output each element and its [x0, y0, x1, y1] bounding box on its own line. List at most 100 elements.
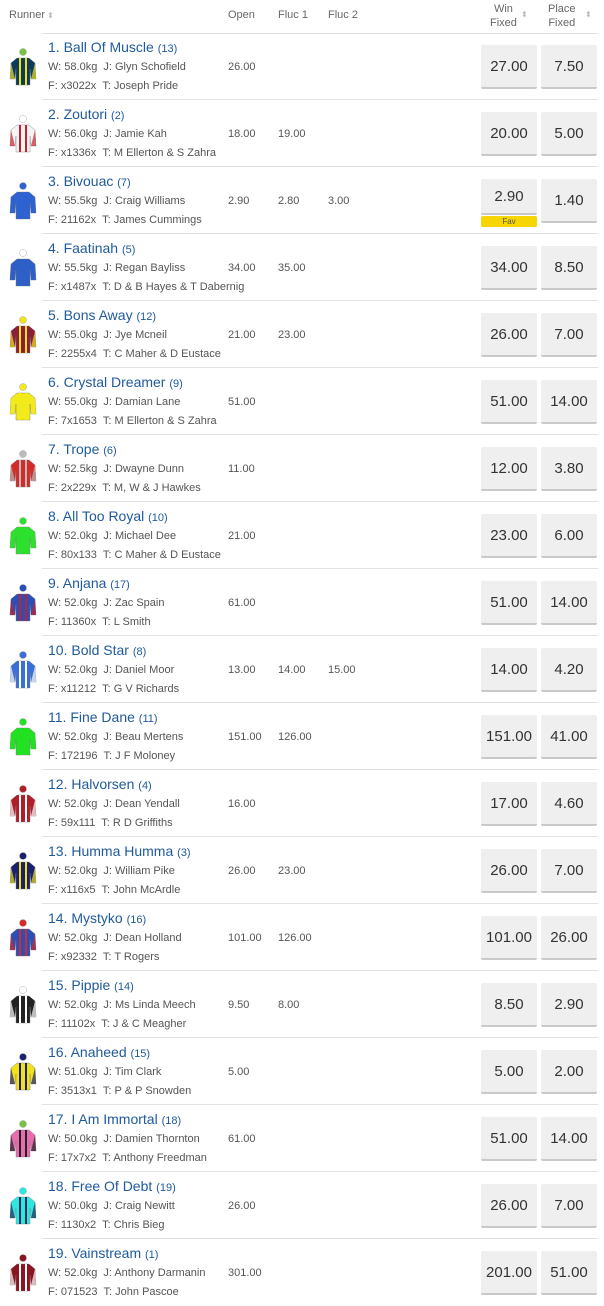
win-odds-button[interactable]: 2.90 — [481, 179, 537, 215]
win-odds-button[interactable]: 17.00 — [481, 782, 537, 826]
runner-name-link[interactable]: 8. All Too Royal (10) — [48, 508, 168, 524]
runner-name-link[interactable]: 16. Anaheed (15) — [48, 1044, 150, 1060]
runner-name[interactable]: 6. Crystal Dreamer — [48, 374, 166, 390]
runner-name-link[interactable]: 9. Anjana (17) — [48, 575, 130, 591]
place-odds-button[interactable]: 41.00 — [541, 715, 597, 759]
place-odds-button[interactable]: 51.00 — [541, 1251, 597, 1295]
place-odds-button[interactable]: 7.00 — [541, 313, 597, 357]
runner-name[interactable]: 2. Zoutori — [48, 106, 108, 122]
win-odds-button[interactable]: 151.00 — [481, 715, 537, 759]
sort-arrows-icon[interactable]: ⬍ — [521, 10, 528, 19]
runner-name-link[interactable]: 3. Bivouac (7) — [48, 173, 131, 189]
column-runner[interactable]: Runner ⬍ — [9, 9, 54, 21]
place-odds-button[interactable]: 3.80 — [541, 447, 597, 491]
win-odds-button[interactable]: 51.00 — [481, 581, 537, 625]
jockey: J: Regan Bayliss — [103, 262, 186, 274]
barrier-number: (1) — [145, 1249, 159, 1261]
runner-name-link[interactable]: 19. Vainstream (1) — [48, 1245, 158, 1261]
place-odds-button[interactable]: 8.50 — [541, 246, 597, 290]
place-odds-button[interactable]: 1.40 — [541, 179, 597, 223]
win-odds-button[interactable]: 8.50 — [481, 983, 537, 1027]
runner-name-link[interactable]: 4. Faatinah (5) — [48, 240, 135, 256]
runner-name[interactable]: 9. Anjana — [48, 575, 107, 591]
place-odds-button[interactable]: 7.50 — [541, 45, 597, 89]
win-odds-button[interactable]: 20.00 — [481, 112, 537, 156]
runner-name-link[interactable]: 2. Zoutori (2) — [48, 106, 124, 122]
runner-name[interactable]: 7. Trope — [48, 441, 100, 457]
open-odds: 34.00 — [228, 262, 256, 274]
runner-name[interactable]: 8. All Too Royal — [48, 508, 145, 524]
jockey: J: Dean Holland — [103, 932, 182, 944]
win-odds-button[interactable]: 26.00 — [481, 313, 537, 357]
place-odds-button[interactable]: 2.00 — [541, 1050, 597, 1094]
win-odds-button[interactable]: 26.00 — [481, 849, 537, 893]
fluc1-odds: 35.00 — [278, 262, 306, 274]
runner-name[interactable]: 10. Bold Star — [48, 642, 129, 658]
sort-arrows-icon[interactable]: ⬍ — [585, 10, 592, 19]
place-odds-button[interactable]: 26.00 — [541, 916, 597, 960]
place-odds-button[interactable]: 6.00 — [541, 514, 597, 558]
win-label: Win — [493, 3, 513, 15]
runner-name[interactable]: 1. Ball Of Muscle — [48, 39, 154, 55]
win-odds-button[interactable]: 12.00 — [481, 447, 537, 491]
runner-row: 9. Anjana (17) W: 52.0kg J: Zac Spain F: … — [0, 569, 604, 636]
place-odds-button[interactable]: 7.00 — [541, 849, 597, 893]
barrier-number: (14) — [114, 981, 134, 993]
runner-name-link[interactable]: 10. Bold Star (8) — [48, 642, 146, 658]
runner-name-link[interactable]: 6. Crystal Dreamer (9) — [48, 374, 183, 390]
win-odds-button[interactable]: 23.00 — [481, 514, 537, 558]
runner-name[interactable]: 4. Faatinah — [48, 240, 119, 256]
table-header: Runner ⬍ Open Fluc 1 Fluc 2 Win Fixed ⬍ Pl… — [0, 0, 604, 33]
runner-name[interactable]: 11. Fine Dane — [48, 709, 135, 725]
win-odds-button[interactable]: 51.00 — [481, 1117, 537, 1161]
runner-row: 11. Fine Dane (11) W: 52.0kg J: Beau Mert… — [0, 703, 604, 770]
fluc1-odds: 23.00 — [278, 329, 306, 341]
fluc2-odds: 15.00 — [328, 664, 356, 676]
place-odds-button[interactable]: 14.00 — [541, 1117, 597, 1161]
runner-name[interactable]: 16. Anaheed — [48, 1044, 127, 1060]
runner-name[interactable]: 19. Vainstream — [48, 1245, 142, 1261]
trainer: T: P & P Snowden — [102, 1085, 192, 1097]
runner-name[interactable]: 13. Humma Humma — [48, 843, 174, 859]
runner-name-link[interactable]: 5. Bons Away (12) — [48, 307, 156, 323]
place-odds-button[interactable]: 14.00 — [541, 380, 597, 424]
runner-name-link[interactable]: 14. Mystyko (16) — [48, 910, 146, 926]
runner-name[interactable]: 18. Free Of Debt — [48, 1178, 153, 1194]
runner-name-link[interactable]: 13. Humma Humma (3) — [48, 843, 191, 859]
win-odds-button[interactable]: 101.00 — [481, 916, 537, 960]
trainer: T: Anthony Freedman — [102, 1152, 207, 1164]
column-place-fixed[interactable]: Place Fixed — [548, 2, 576, 30]
place-odds-button[interactable]: 5.00 — [541, 112, 597, 156]
trainer: T: Joseph Pride — [102, 80, 179, 92]
runner-name-link[interactable]: 1. Ball Of Muscle (13) — [48, 39, 177, 55]
runner-name-link[interactable]: 7. Trope (6) — [48, 441, 117, 457]
win-odds-button[interactable]: 5.00 — [481, 1050, 537, 1094]
win-odds-button[interactable]: 27.00 — [481, 45, 537, 89]
runner-name-link[interactable]: 12. Halvorsen (4) — [48, 776, 152, 792]
runner-name[interactable]: 3. Bivouac — [48, 173, 114, 189]
runner-name[interactable]: 17. I Am Immortal — [48, 1111, 158, 1127]
runner-name[interactable]: 14. Mystyko — [48, 910, 123, 926]
runner-name-link[interactable]: 18. Free Of Debt (19) — [48, 1178, 176, 1194]
column-win-fixed[interactable]: Win Fixed — [490, 2, 517, 30]
runner-name[interactable]: 12. Halvorsen — [48, 776, 135, 792]
barrier-number: (15) — [130, 1048, 151, 1060]
runner-name-link[interactable]: 15. Pippie (14) — [48, 977, 134, 993]
runner-name[interactable]: 15. Pippie — [48, 977, 111, 993]
runner-name-link[interactable]: 17. I Am Immortal (18) — [48, 1111, 181, 1127]
divider — [42, 702, 598, 703]
win-odds-button[interactable]: 201.00 — [481, 1251, 537, 1295]
runner-name-link[interactable]: 11. Fine Dane (11) — [48, 709, 158, 725]
place-odds-button[interactable]: 14.00 — [541, 581, 597, 625]
win-odds-button[interactable]: 14.00 — [481, 648, 537, 692]
sort-arrows-icon[interactable]: ⬍ — [47, 11, 54, 20]
win-odds-button[interactable]: 51.00 — [481, 380, 537, 424]
win-odds-button[interactable]: 34.00 — [481, 246, 537, 290]
place-odds-button[interactable]: 4.60 — [541, 782, 597, 826]
win-odds-button[interactable]: 26.00 — [481, 1184, 537, 1228]
place-odds-button[interactable]: 7.00 — [541, 1184, 597, 1228]
runner-name[interactable]: 5. Bons Away — [48, 307, 133, 323]
jockey-silk-icon — [9, 316, 37, 354]
place-odds-button[interactable]: 4.20 — [541, 648, 597, 692]
place-odds-button[interactable]: 2.90 — [541, 983, 597, 1027]
